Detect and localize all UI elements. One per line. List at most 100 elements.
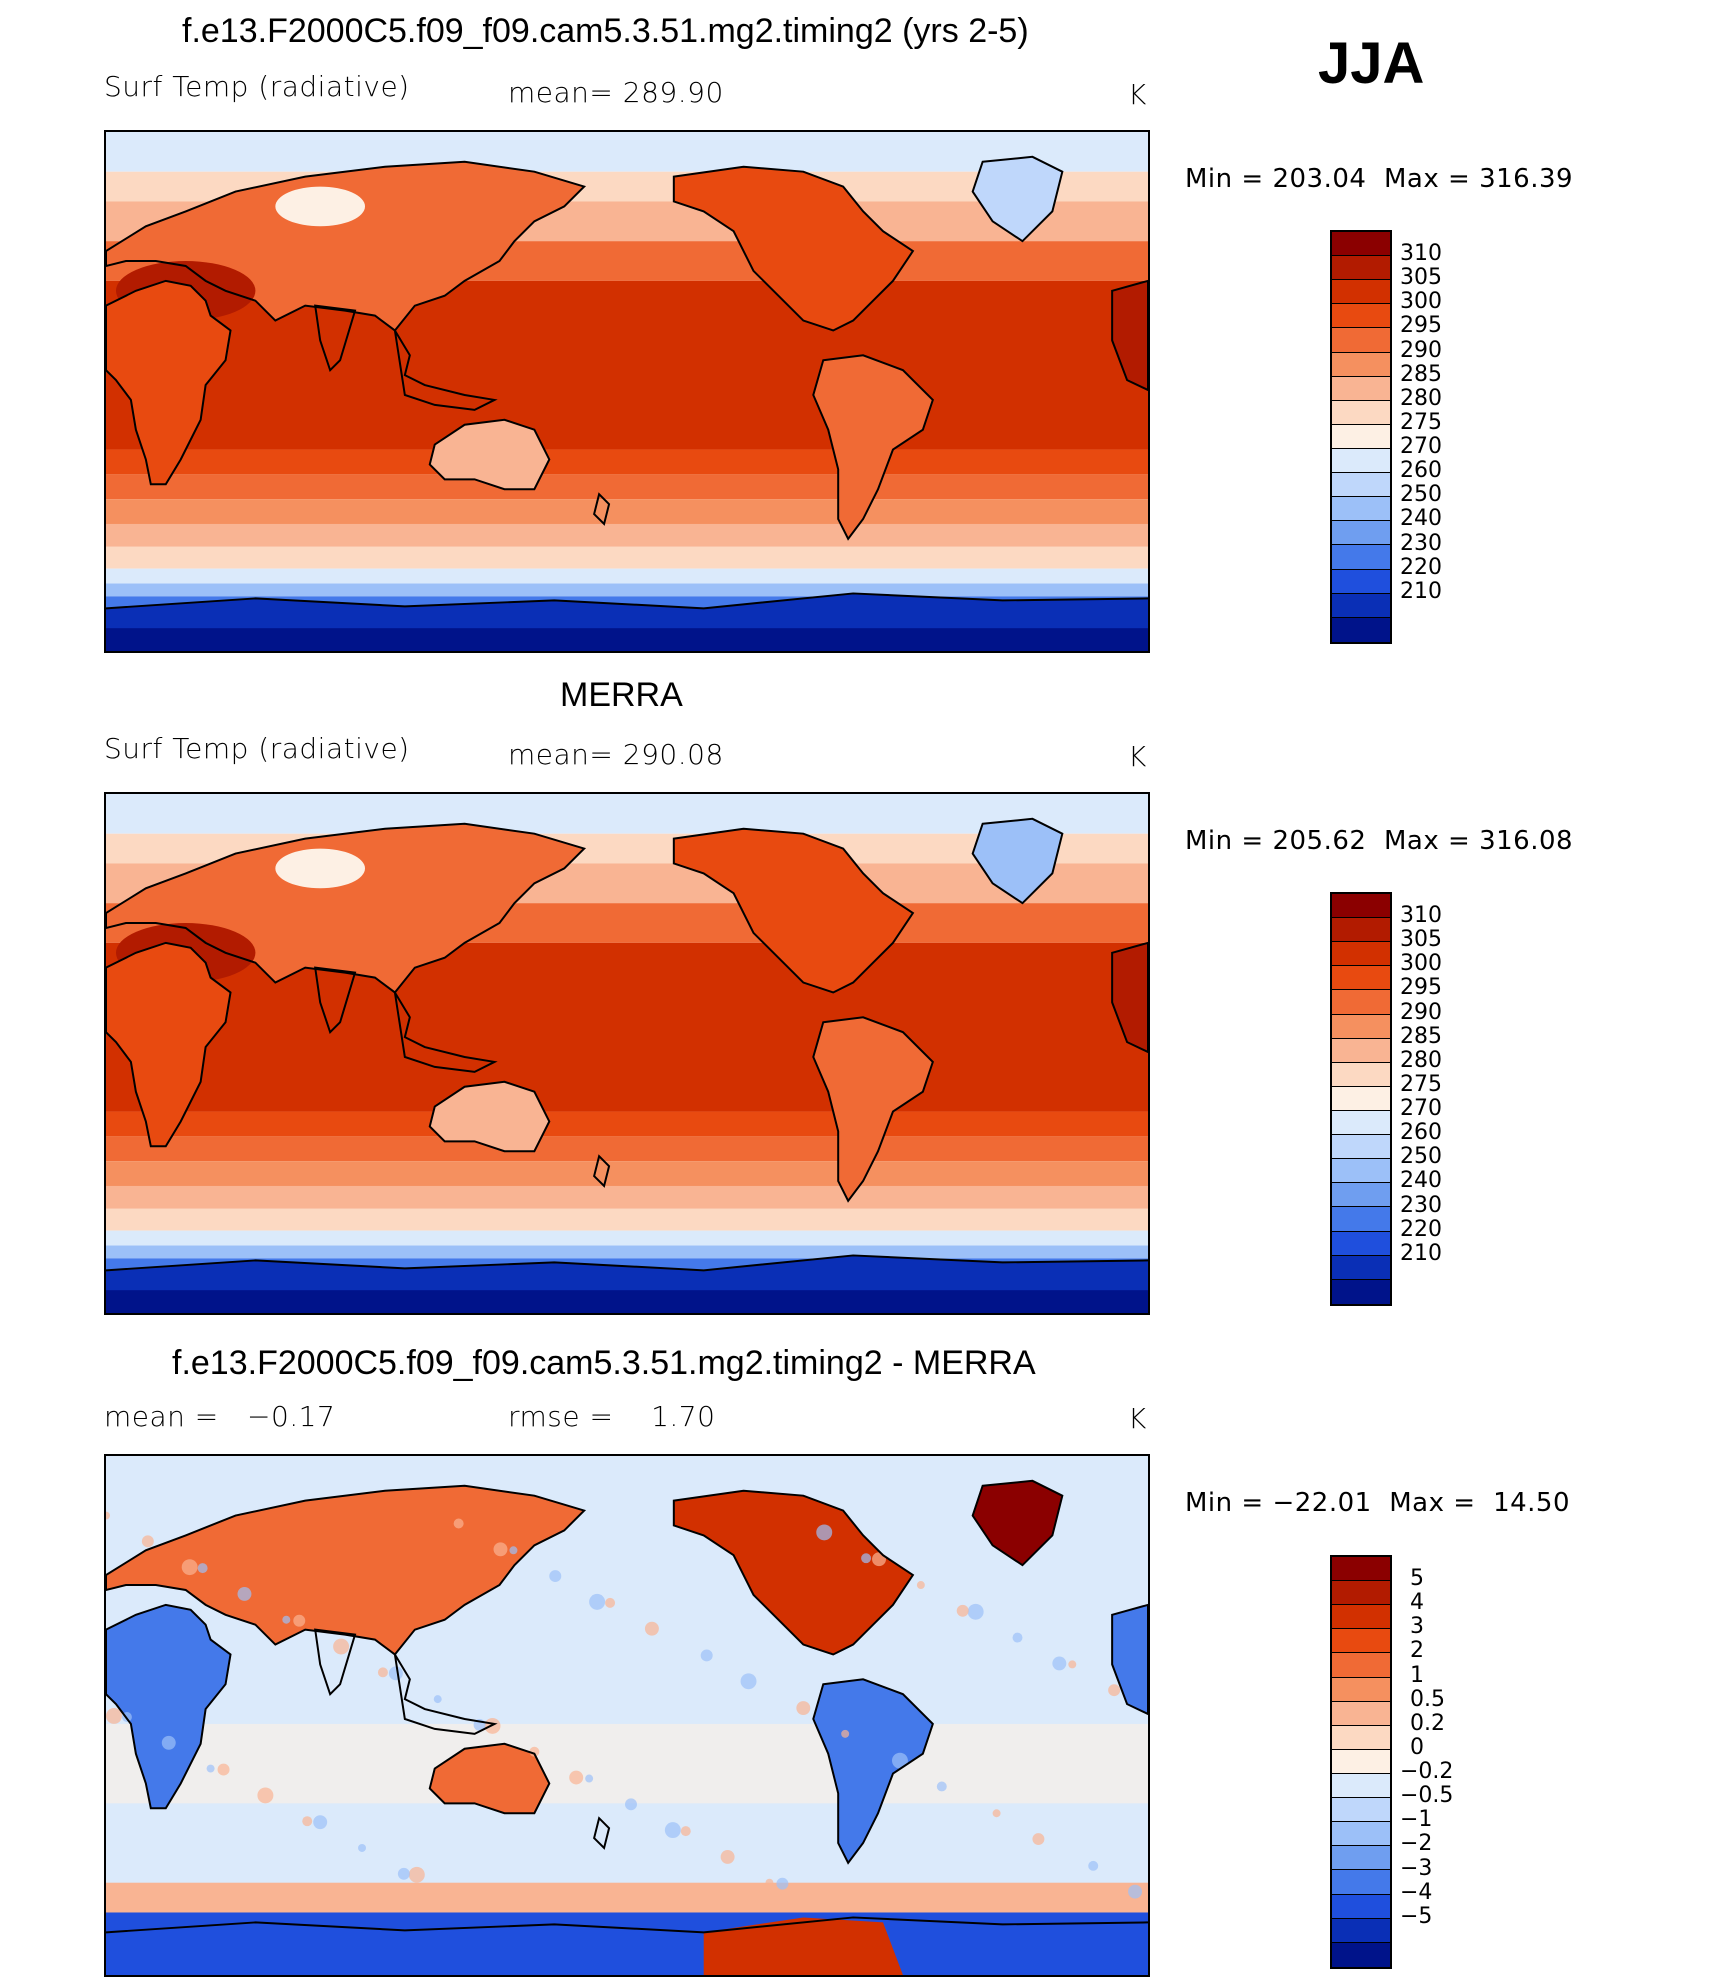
colorbar-tick-label: −2 xyxy=(1400,1831,1433,1857)
colorbar-swatch xyxy=(1332,1725,1390,1750)
colorbar-swatch xyxy=(1332,352,1390,377)
colorbar-tick-label: 300 xyxy=(1400,951,1442,977)
colorbar-tick-label: 240 xyxy=(1400,506,1442,532)
colorbar-tick-label: 285 xyxy=(1400,1023,1442,1049)
colorbar-swatch xyxy=(1332,1255,1390,1280)
colorbar-tick-label: 0 xyxy=(1410,1734,1424,1760)
units-label: K xyxy=(1128,78,1147,111)
merra-surface-temperature-map xyxy=(104,792,1150,1315)
colorbar-swatch xyxy=(1332,1279,1390,1304)
units-label: K xyxy=(1128,1402,1147,1435)
colorbar-swatch xyxy=(1332,1605,1390,1630)
colorbar-tick-label: −0.2 xyxy=(1400,1759,1454,1785)
panel-title: MERRA xyxy=(560,676,683,714)
colorbar-swatch xyxy=(1332,1159,1390,1184)
colorbar-swatch xyxy=(1332,1062,1390,1087)
colorbar-tick-label: 275 xyxy=(1400,409,1442,435)
variable-label: Surf Temp (radiative) xyxy=(104,70,410,103)
mean-label: mean = −0.17 xyxy=(104,1400,336,1433)
colorbar-tick-label: 4 xyxy=(1410,1590,1424,1616)
colorbar-tick-label: 310 xyxy=(1400,903,1442,929)
colorbar-swatch xyxy=(1332,1749,1390,1774)
colorbar-tick-label: 220 xyxy=(1400,554,1442,580)
colorbar-swatch xyxy=(1332,1231,1390,1256)
colorbar-swatch xyxy=(1332,304,1390,329)
colorbar-tick-label: −3 xyxy=(1400,1855,1433,1881)
colorbar-swatch xyxy=(1332,1701,1390,1726)
colorbar-tick-label: 280 xyxy=(1400,1047,1442,1073)
colorbar-tick-label: 305 xyxy=(1400,927,1442,953)
colorbar-tick-label: 250 xyxy=(1400,1144,1442,1170)
colorbar-tick-label: 220 xyxy=(1400,1216,1442,1242)
colorbar-tick-label: 1 xyxy=(1410,1662,1424,1688)
colorbar-swatch xyxy=(1332,1677,1390,1702)
colorbar-tick-label: 280 xyxy=(1400,385,1442,411)
colorbar-tick-label: 285 xyxy=(1400,361,1442,387)
colorbar-swatch xyxy=(1332,232,1390,257)
map-canvas xyxy=(106,132,1148,651)
units-label: K xyxy=(1128,740,1147,773)
colorbar-swatch xyxy=(1332,966,1390,991)
colorbar-swatch xyxy=(1332,1207,1390,1232)
colorbar-swatch xyxy=(1332,942,1390,967)
colorbar-swatch xyxy=(1332,1822,1390,1847)
panel-title: f.e13.F2000C5.f09_f09.cam5.3.51.mg2.timi… xyxy=(182,12,1029,50)
colorbar-swatch xyxy=(1332,1629,1390,1654)
colorbar-swatch xyxy=(1332,1110,1390,1136)
colorbar-swatch xyxy=(1332,593,1390,618)
colorbar-swatch xyxy=(1332,328,1390,353)
variable-label: Surf Temp (radiative) xyxy=(104,732,410,765)
map-canvas xyxy=(106,1456,1148,1975)
colorbar-tick-label: 270 xyxy=(1400,1096,1442,1122)
min-value: −22.01 xyxy=(1272,1488,1372,1518)
colorbar-swatch xyxy=(1332,894,1390,919)
colorbar-swatch xyxy=(1332,1653,1390,1678)
colorbar-swatch xyxy=(1332,497,1390,522)
colorbar-tick-label: 2 xyxy=(1410,1638,1424,1664)
colorbar xyxy=(1330,1555,1392,1969)
colorbar-tick-label: 290 xyxy=(1400,337,1442,363)
colorbar-tick-label: 0.2 xyxy=(1410,1710,1445,1736)
mean-value: 290.08 xyxy=(622,738,724,771)
colorbar-tick-label: 210 xyxy=(1400,1240,1442,1266)
colorbar-swatch xyxy=(1332,1038,1390,1063)
colorbar-swatch xyxy=(1332,448,1390,474)
colorbar-swatch xyxy=(1332,521,1390,546)
colorbar-tick-label: 250 xyxy=(1400,482,1442,508)
colorbar-swatch xyxy=(1332,1870,1390,1895)
colorbar-tick-label: −1 xyxy=(1400,1807,1433,1833)
colorbar-swatch xyxy=(1332,617,1390,642)
colorbar-swatch xyxy=(1332,1942,1390,1967)
mean-label: mean= 289.90 xyxy=(508,76,724,109)
colorbar-swatch xyxy=(1332,1557,1390,1582)
colorbar-swatch xyxy=(1332,280,1390,305)
colorbar-swatch xyxy=(1332,990,1390,1015)
colorbar-swatch xyxy=(1332,1773,1390,1799)
colorbar-tick-label: 5 xyxy=(1410,1566,1424,1592)
colorbar-tick-label: 3 xyxy=(1410,1614,1424,1640)
colorbar-tick-label: 240 xyxy=(1400,1168,1442,1194)
min-value: 203.04 xyxy=(1272,164,1367,194)
colorbar-tick-label: 295 xyxy=(1400,313,1442,339)
colorbar-swatch xyxy=(1332,1086,1390,1111)
colorbar-swatch xyxy=(1332,400,1390,425)
colorbar-tick-label: −0.5 xyxy=(1400,1783,1454,1809)
colorbar-swatch xyxy=(1332,473,1390,498)
colorbar-tick-label: 260 xyxy=(1400,458,1442,484)
colorbar-swatch xyxy=(1332,256,1390,281)
colorbar xyxy=(1330,892,1392,1306)
colorbar-tick-label: 270 xyxy=(1400,434,1442,460)
colorbar-swatch xyxy=(1332,1014,1390,1039)
difference-map xyxy=(104,1454,1150,1977)
colorbar-tick-label: 300 xyxy=(1400,289,1442,315)
min-value: 205.62 xyxy=(1272,826,1367,856)
colorbar-tick-label: 0.5 xyxy=(1410,1686,1445,1712)
model-surface-temperature-map xyxy=(104,130,1150,653)
colorbar-swatch xyxy=(1332,1135,1390,1160)
colorbar-tick-label: 290 xyxy=(1400,999,1442,1025)
colorbar-tick-label: 230 xyxy=(1400,530,1442,556)
colorbar xyxy=(1330,230,1392,644)
map-canvas xyxy=(106,794,1148,1313)
colorbar-tick-label: −4 xyxy=(1400,1879,1433,1905)
colorbar-swatch xyxy=(1332,1183,1390,1208)
